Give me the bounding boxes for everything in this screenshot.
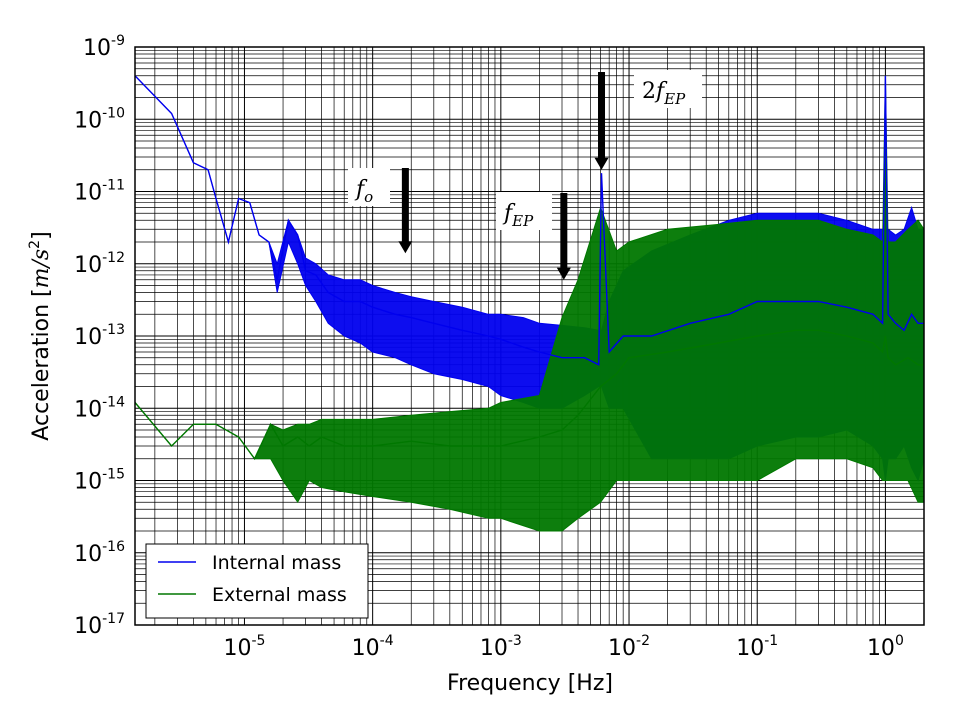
y-tick-exp: -11 [102,178,125,194]
y-tick-base: 10 [74,181,102,206]
annotation-prefix: 2 [642,79,656,104]
annotation-arrow: fEP [496,192,571,280]
y-tick-exp: -17 [102,611,125,627]
arrow-annotations: fo fEP 2fEP [348,70,702,280]
annotation-subscript: o [364,188,373,206]
annotation-label-bg [496,192,552,230]
x-tick-exp: -1 [764,633,778,649]
y-tick-base: 10 [74,470,102,495]
x-tick-exp: -5 [251,633,265,649]
y-axis-label-unit: m/s [29,249,54,289]
x-tick-label: 10-4 [352,633,394,661]
x-tick-base: 10 [352,636,380,661]
x-tick-labels: 10-5 10-4 10-3 10-2 10-1 100 [223,633,903,661]
y-tick-label: 10-9 [83,33,125,61]
x-tick-label: 10-2 [608,633,650,661]
legend-label-internal: Internal mass [212,552,341,574]
y-axis-label-exp: 2 [27,240,43,249]
noise-bands [135,75,924,532]
x-tick-label: 10-3 [480,633,522,661]
y-tick-label: 10-17 [74,611,125,639]
series-lines [135,75,924,461]
x-axis-label: Frequency [Hz] [447,671,613,696]
x-tick-label: 100 [867,633,904,661]
legend-box [145,543,369,619]
y-tick-exp: -15 [102,467,125,483]
y-tick-base: 10 [74,108,102,133]
annotation-label-bg [634,70,702,108]
y-tick-label: 10-12 [74,250,125,278]
series-line-internal [135,75,924,366]
y-tick-base: 10 [74,397,102,422]
y-tick-base: 10 [74,325,102,350]
y-axis-label-suffix: ] [29,231,54,240]
y-tick-base: 10 [74,253,102,278]
x-tick-label: 10-1 [736,633,778,661]
y-tick-label: 10-10 [74,105,125,133]
x-tick-base: 10 [223,636,251,661]
x-tick-exp: -4 [380,633,394,649]
arrow-head [594,157,609,170]
x-tick-exp: 0 [895,633,904,649]
annotation-arrow: 2fEP [594,70,702,170]
x-tick-label: 10-5 [223,633,265,661]
y-tick-exp: -10 [102,105,125,121]
noise-band-external [135,75,924,532]
annotation-label-bg [348,168,390,206]
y-tick-base: 10 [74,614,102,639]
annotation-subscript: EP [511,212,534,230]
y-tick-exp: -9 [111,33,125,49]
plot-frame [134,46,925,626]
annotation-subscript: EP [663,90,686,108]
x-tick-base: 10 [736,636,764,661]
y-tick-exp: -14 [102,394,125,410]
arrow-head [556,267,571,280]
y-axis-label: Acceleration [m/s2] [27,231,54,440]
legend-label-external: External mass [212,584,347,606]
x-tick-base: 10 [608,636,636,661]
arrow-head [398,241,413,254]
y-axis-label-prefix: Acceleration [ [29,288,54,440]
y-tick-label: 10-15 [74,467,125,495]
y-tick-label: 10-11 [74,178,125,206]
y-tick-base: 10 [83,36,111,61]
y-tick-base: 10 [74,542,102,567]
annotation-arrow: fo [348,168,413,254]
legend: Internal mass External mass [145,543,369,619]
x-tick-base: 10 [867,636,895,661]
y-tick-label: 10-13 [74,322,125,350]
y-tick-label: 10-14 [74,394,125,422]
x-tick-exp: -2 [636,633,650,649]
x-tick-exp: -3 [508,633,522,649]
y-tick-exp: -12 [102,250,125,266]
y-tick-exp: -16 [102,539,125,555]
y-tick-exp: -13 [102,322,125,338]
series-line-external [135,329,924,461]
y-tick-label: 10-16 [74,539,125,567]
x-tick-base: 10 [480,636,508,661]
y-tick-labels: 10-910-1010-1110-1210-1310-1410-1510-161… [74,33,125,639]
